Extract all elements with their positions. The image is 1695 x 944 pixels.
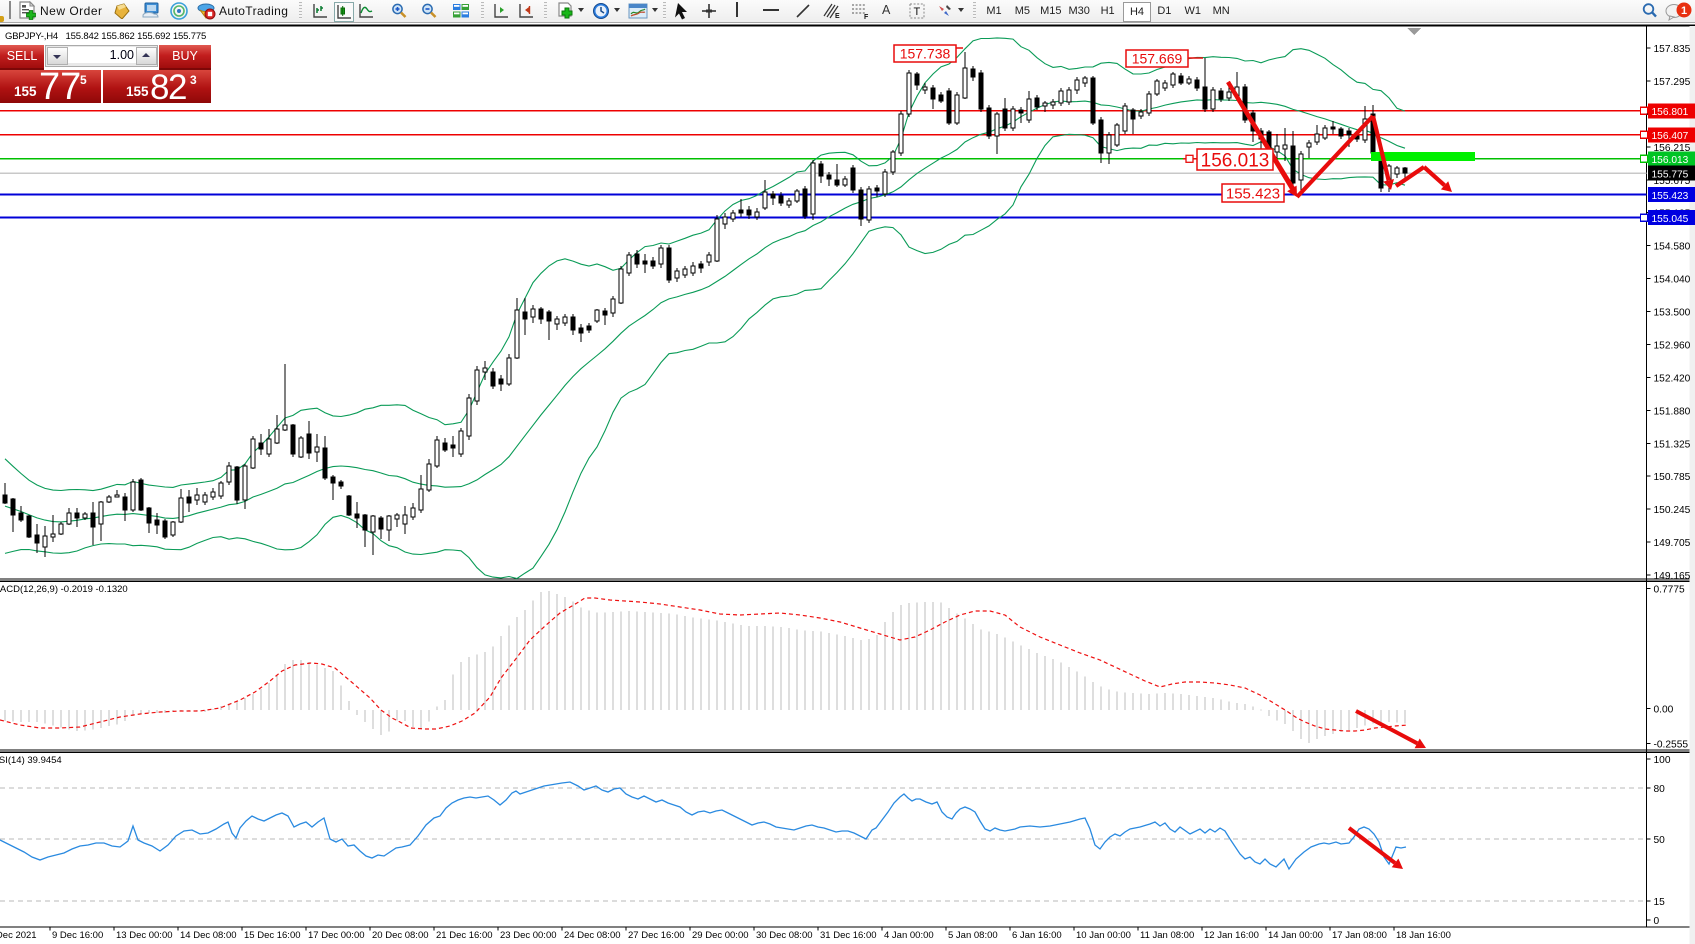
svg-text:5 Jan 08:00: 5 Jan 08:00	[948, 930, 998, 941]
svg-text:152.420: 152.420	[1654, 373, 1691, 384]
svg-text:15 Dec 16:00: 15 Dec 16:00	[244, 930, 301, 941]
svg-text:156.013: 156.013	[1201, 150, 1270, 171]
svg-text:0: 0	[1654, 916, 1660, 927]
svg-text:155.045: 155.045	[1652, 214, 1689, 225]
svg-text:MACD(12,26,9) -0.2019 -0.1320: MACD(12,26,9) -0.2019 -0.1320	[0, 584, 128, 595]
svg-text:149.705: 149.705	[1654, 538, 1691, 549]
svg-text:9 Dec 16:00: 9 Dec 16:00	[52, 930, 103, 941]
svg-text:155.423: 155.423	[1226, 185, 1280, 202]
svg-text:14 Dec 08:00: 14 Dec 08:00	[180, 930, 237, 941]
svg-text:10 Jan 00:00: 10 Jan 00:00	[1076, 930, 1131, 941]
svg-text:18 Jan 16:00: 18 Jan 16:00	[1396, 930, 1451, 941]
svg-text:17 Dec 00:00: 17 Dec 00:00	[308, 930, 365, 941]
svg-text:17 Jan 08:00: 17 Jan 08:00	[1332, 930, 1387, 941]
svg-text:157.669: 157.669	[1132, 51, 1183, 67]
svg-text:23 Dec 00:00: 23 Dec 00:00	[500, 930, 557, 941]
svg-text:150.245: 150.245	[1654, 505, 1691, 516]
svg-text:156.215: 156.215	[1654, 143, 1691, 154]
svg-text:24 Dec 08:00: 24 Dec 08:00	[564, 930, 621, 941]
svg-text:4 Jan 00:00: 4 Jan 00:00	[884, 930, 934, 941]
svg-text:21 Dec 16:00: 21 Dec 16:00	[436, 930, 493, 941]
svg-text:F: F	[864, 14, 869, 20]
svg-text:154.580: 154.580	[1654, 242, 1691, 253]
svg-text:151.880: 151.880	[1654, 406, 1691, 417]
svg-text:150.785: 150.785	[1654, 472, 1691, 483]
svg-text:151.325: 151.325	[1654, 439, 1691, 450]
svg-text:156.801: 156.801	[1652, 107, 1689, 118]
svg-text:RSI(14) 39.9454: RSI(14) 39.9454	[0, 755, 62, 766]
svg-text:15: 15	[1654, 897, 1666, 908]
svg-text:-0.2555: -0.2555	[1654, 740, 1689, 751]
svg-text:0.00: 0.00	[1654, 705, 1674, 716]
svg-text:50: 50	[1654, 835, 1666, 846]
svg-text:155.775: 155.775	[1652, 169, 1689, 180]
svg-text:149.165: 149.165	[1654, 571, 1691, 582]
svg-text:31 Dec 16:00: 31 Dec 16:00	[820, 930, 877, 941]
svg-text:157.295: 157.295	[1654, 77, 1691, 88]
svg-text:8 Dec 2021: 8 Dec 2021	[0, 930, 37, 941]
svg-text:20 Dec 08:00: 20 Dec 08:00	[372, 930, 429, 941]
svg-text:13 Dec 00:00: 13 Dec 00:00	[116, 930, 173, 941]
svg-text:6 Jan 16:00: 6 Jan 16:00	[1012, 930, 1062, 941]
svg-text:156.407: 156.407	[1652, 131, 1689, 142]
svg-text:30 Dec 08:00: 30 Dec 08:00	[756, 930, 813, 941]
svg-text:T: T	[914, 6, 921, 18]
svg-text:E: E	[835, 13, 840, 20]
svg-text:0.7775: 0.7775	[1654, 585, 1685, 596]
svg-text:1: 1	[1681, 5, 1687, 17]
svg-text:155.423: 155.423	[1652, 191, 1689, 202]
svg-text:100: 100	[1654, 755, 1671, 766]
svg-text:80: 80	[1654, 784, 1666, 795]
svg-text:156.013: 156.013	[1652, 155, 1689, 166]
svg-text:157.835: 157.835	[1654, 44, 1691, 55]
svg-text:12 Jan 16:00: 12 Jan 16:00	[1204, 930, 1259, 941]
svg-text:14 Jan 00:00: 14 Jan 00:00	[1268, 930, 1323, 941]
svg-text:11 Jan 08:00: 11 Jan 08:00	[1140, 930, 1194, 941]
svg-text:153.500: 153.500	[1654, 308, 1691, 319]
svg-text:29 Dec 00:00: 29 Dec 00:00	[692, 930, 749, 941]
svg-text:155.675: 155.675	[1654, 176, 1691, 187]
svg-text:152.960: 152.960	[1654, 341, 1691, 352]
svg-text:27 Dec 16:00: 27 Dec 16:00	[628, 930, 685, 941]
svg-text:157.738: 157.738	[900, 46, 951, 62]
svg-text:154.040: 154.040	[1654, 275, 1691, 286]
